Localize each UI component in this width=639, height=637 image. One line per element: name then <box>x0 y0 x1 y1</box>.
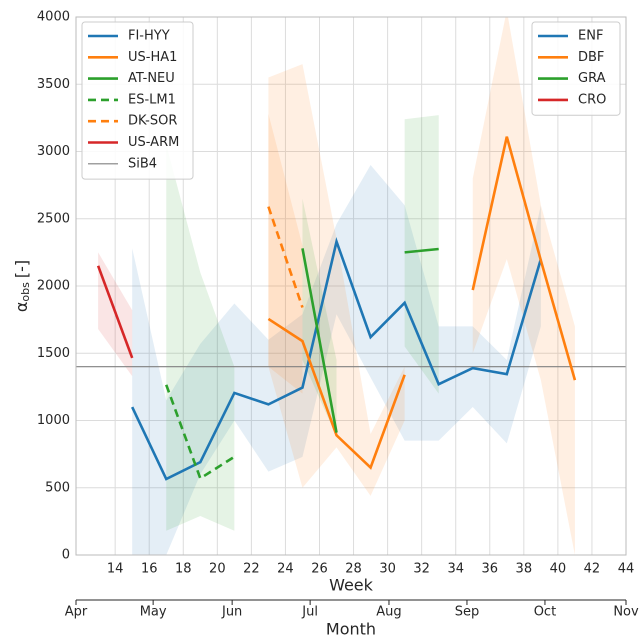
x2-tick-label: Oct <box>534 605 556 620</box>
x2-tick-label: May <box>140 605 167 620</box>
y-tick-label: 500 <box>45 480 70 495</box>
legend-label: US-HA1 <box>128 50 177 65</box>
x-tick-label: 24 <box>277 562 294 577</box>
x-tick-label: 16 <box>141 562 158 577</box>
legend-label: DBF <box>578 50 604 65</box>
uncertainty-band <box>302 115 439 437</box>
series-line <box>131 237 543 481</box>
x-tick-label: 44 <box>618 562 635 577</box>
y-tick-label: 0 <box>62 548 70 563</box>
y-tick-label: 1500 <box>37 346 70 361</box>
x-tick-label: 38 <box>516 562 533 577</box>
y-label-unit: [-] <box>12 260 31 278</box>
x-axis-label: Week <box>329 576 374 595</box>
legend-label: US-ARM <box>128 135 179 150</box>
y-label-symbol: α <box>12 302 31 313</box>
legend-label: FI-HYY <box>128 29 170 44</box>
legend-box <box>531 21 621 116</box>
series-line <box>267 206 304 308</box>
x2-tick-label: Sep <box>455 605 480 620</box>
x2-tick-label: Jul <box>301 605 318 620</box>
legend-label: GRA <box>578 71 606 86</box>
y-tick-label: 2000 <box>37 279 70 294</box>
x-tick-label: 36 <box>482 562 499 577</box>
x2-tick-label: Jun <box>221 605 242 620</box>
y-axis-label: αobs [-] <box>12 260 33 312</box>
x-tick-label: 26 <box>311 562 328 577</box>
y-label-subscript: obs <box>19 282 32 302</box>
x2-axis-label: Month <box>326 620 376 637</box>
x-tick-label: 34 <box>447 562 464 577</box>
legend-label: ENF <box>578 29 603 44</box>
series-line <box>165 384 236 481</box>
series-line <box>267 136 577 470</box>
x-tick-label: 30 <box>379 562 396 577</box>
legend-label: DK-SOR <box>128 114 177 129</box>
x-tick-label: 18 <box>175 562 192 577</box>
x-tick-label: 32 <box>413 562 430 577</box>
y-tick-label: 3000 <box>37 144 70 159</box>
legend-box <box>81 21 194 180</box>
x-tick-label: 40 <box>550 562 567 577</box>
x-tick-label: 42 <box>584 562 601 577</box>
x2-tick-label: Aug <box>376 605 401 620</box>
x-tick-label: 22 <box>243 562 260 577</box>
x-tick-label: 20 <box>209 562 226 577</box>
y-tick-label: 4000 <box>37 10 70 25</box>
legend-label: AT-NEU <box>128 71 175 86</box>
y-tick-label: 1000 <box>37 413 70 428</box>
x2-tick-label: Apr <box>65 605 88 620</box>
x-tick-label: 28 <box>345 562 362 577</box>
uncertainty-band <box>268 17 575 555</box>
series-line <box>96 265 134 359</box>
legend-label: CRO <box>578 92 606 107</box>
plot-layer <box>76 17 626 555</box>
legend-label: ES-LM1 <box>128 92 176 107</box>
x-tick-label: 14 <box>107 562 124 577</box>
y-tick-label: 2500 <box>37 211 70 226</box>
y-tick-label: 3500 <box>37 77 70 92</box>
plot-frame <box>75 16 627 556</box>
x2-tick-label: Nov <box>613 605 639 620</box>
legend-label: SiB4 <box>128 156 157 171</box>
series-line <box>301 247 439 433</box>
